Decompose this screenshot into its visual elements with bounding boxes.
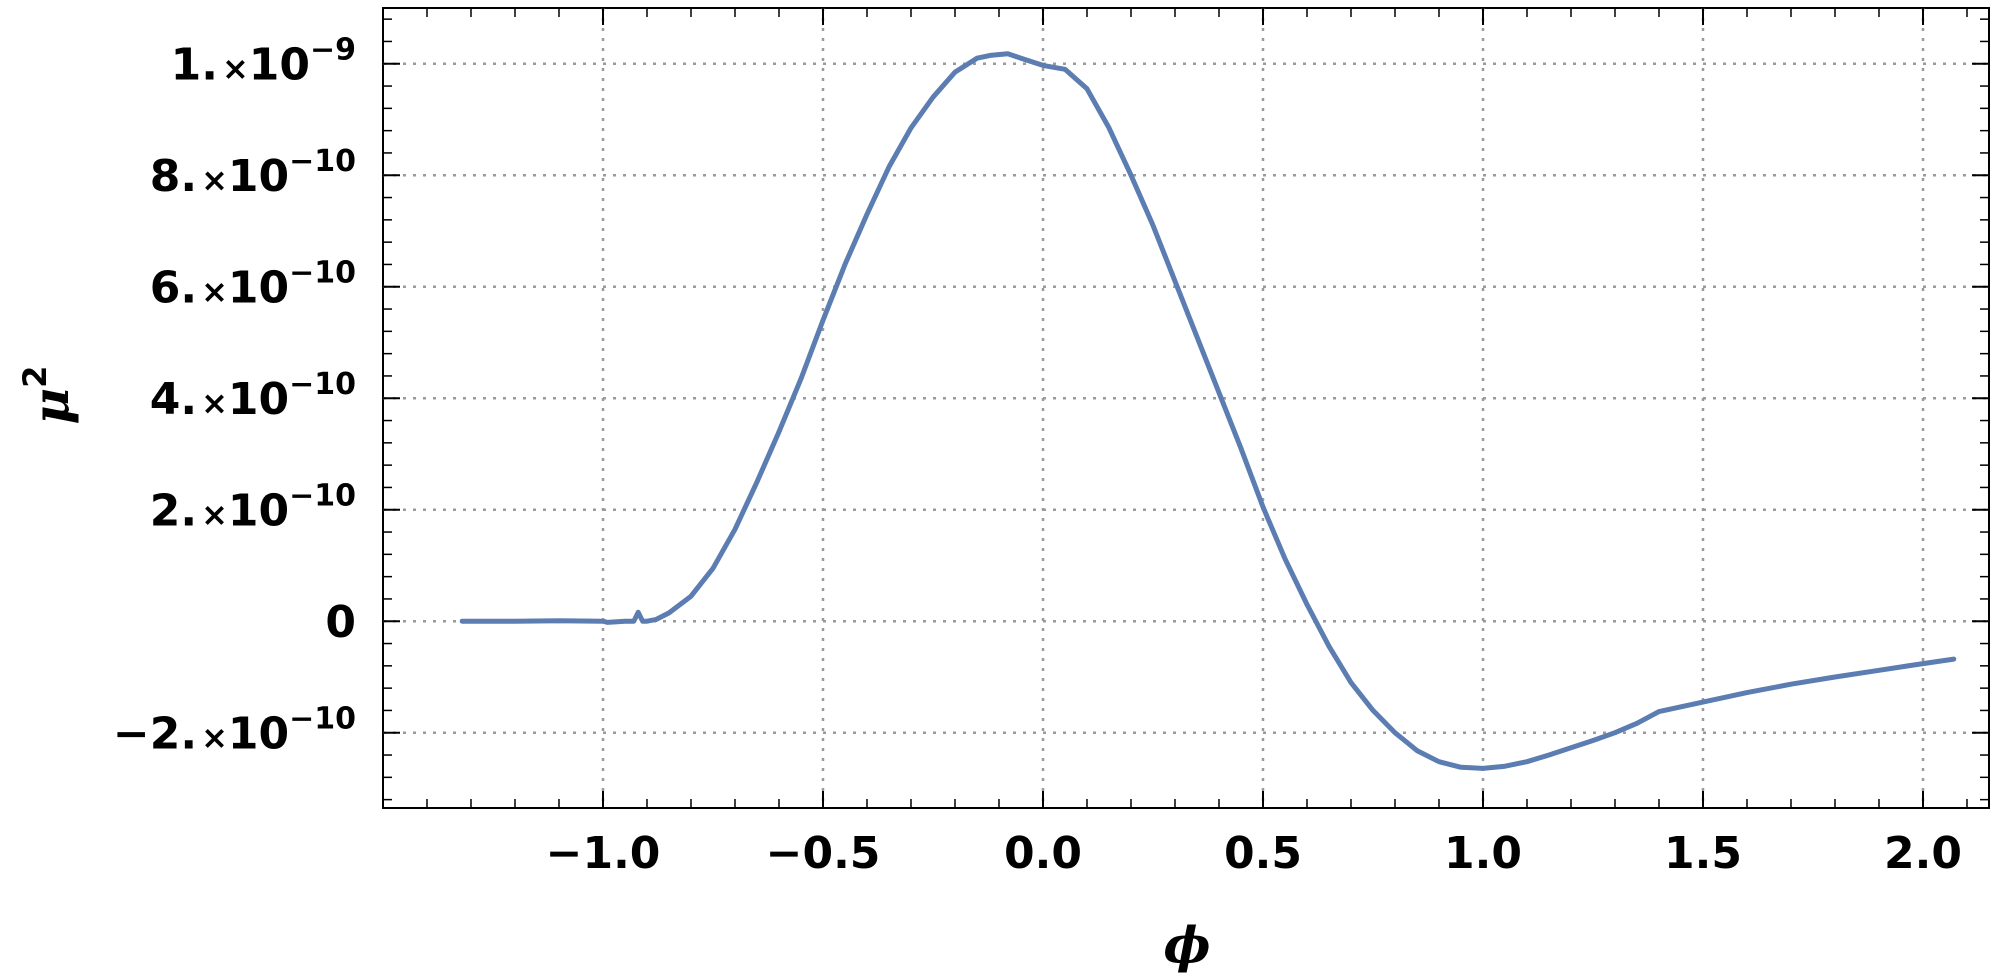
y-tick-label: 1. ×10−9 <box>171 33 356 91</box>
y-axis-title-base: μ <box>21 388 80 425</box>
y-tick-base: 10 <box>228 374 289 425</box>
y-tick-base: 10 <box>228 263 289 314</box>
x-tick-label: −0.5 <box>766 828 881 879</box>
y-tick-base: 10 <box>228 151 289 202</box>
y-tick-label: −2. ×10−10 <box>113 702 356 760</box>
series-line-0 <box>459 51 1957 771</box>
x-tick-label: 1.0 <box>1444 828 1522 879</box>
y-tick-times: × <box>201 273 228 311</box>
y-tick-label: 8. ×10−10 <box>150 144 356 202</box>
major-ticks <box>383 8 1989 808</box>
y-tick-base: 10 <box>249 40 310 91</box>
y-tick-exponent: −10 <box>289 367 356 402</box>
x-tick-label: 1.5 <box>1664 828 1742 879</box>
y-tick-exponent: −9 <box>310 33 356 68</box>
x-tick-label: −1.0 <box>546 828 661 879</box>
y-tick-times: × <box>222 50 249 88</box>
y-tick-times: × <box>201 384 228 422</box>
y-tick-exponent: −10 <box>289 144 356 179</box>
y-tick-labels: 1. ×10−98. ×10−106. ×10−104. ×10−102. ×10−100… <box>113 33 356 760</box>
x-tick-labels: −1.0 −0.5 0.0 0.5 1.0 1.5 2.0 <box>546 828 1962 879</box>
y-axis-title: μ2 <box>16 366 80 425</box>
y-tick-mantissa: 6. <box>150 263 197 314</box>
y-tick-base: 10 <box>228 709 289 760</box>
grid-lines <box>383 8 1989 808</box>
y-tick-times: × <box>201 496 228 534</box>
series-layer <box>459 51 1957 771</box>
y-tick-exponent: −10 <box>289 702 356 737</box>
x-tick-label: 0.0 <box>1004 828 1082 879</box>
minor-ticks <box>382 8 1989 808</box>
y-tick-label: 4. ×10−10 <box>150 367 356 425</box>
x-tick-label: 2.0 <box>1884 828 1962 879</box>
y-tick-mantissa: 4. <box>150 374 197 425</box>
y-tick-times: × <box>201 161 228 199</box>
plot-frame <box>382 7 1990 809</box>
y-tick-mantissa: −2. <box>113 709 197 760</box>
y-tick-label: 6. ×10−10 <box>150 256 356 314</box>
y-tick-mantissa: 8. <box>150 151 197 202</box>
x-axis-title: ϕ <box>1163 915 1210 974</box>
y-tick-times: × <box>201 719 228 757</box>
y-tick-label: 0 <box>325 597 356 648</box>
y-tick-mantissa: 0 <box>325 597 356 648</box>
y-axis-title-superscript: 2 <box>16 366 54 388</box>
y-tick-label: 2. ×10−10 <box>150 479 356 537</box>
y-tick-mantissa: 1. <box>171 40 218 91</box>
y-tick-exponent: −10 <box>289 479 356 514</box>
y-tick-mantissa: 2. <box>150 486 197 537</box>
x-tick-label: 0.5 <box>1224 828 1302 879</box>
y-tick-base: 10 <box>228 486 289 537</box>
y-tick-exponent: −10 <box>289 256 356 291</box>
